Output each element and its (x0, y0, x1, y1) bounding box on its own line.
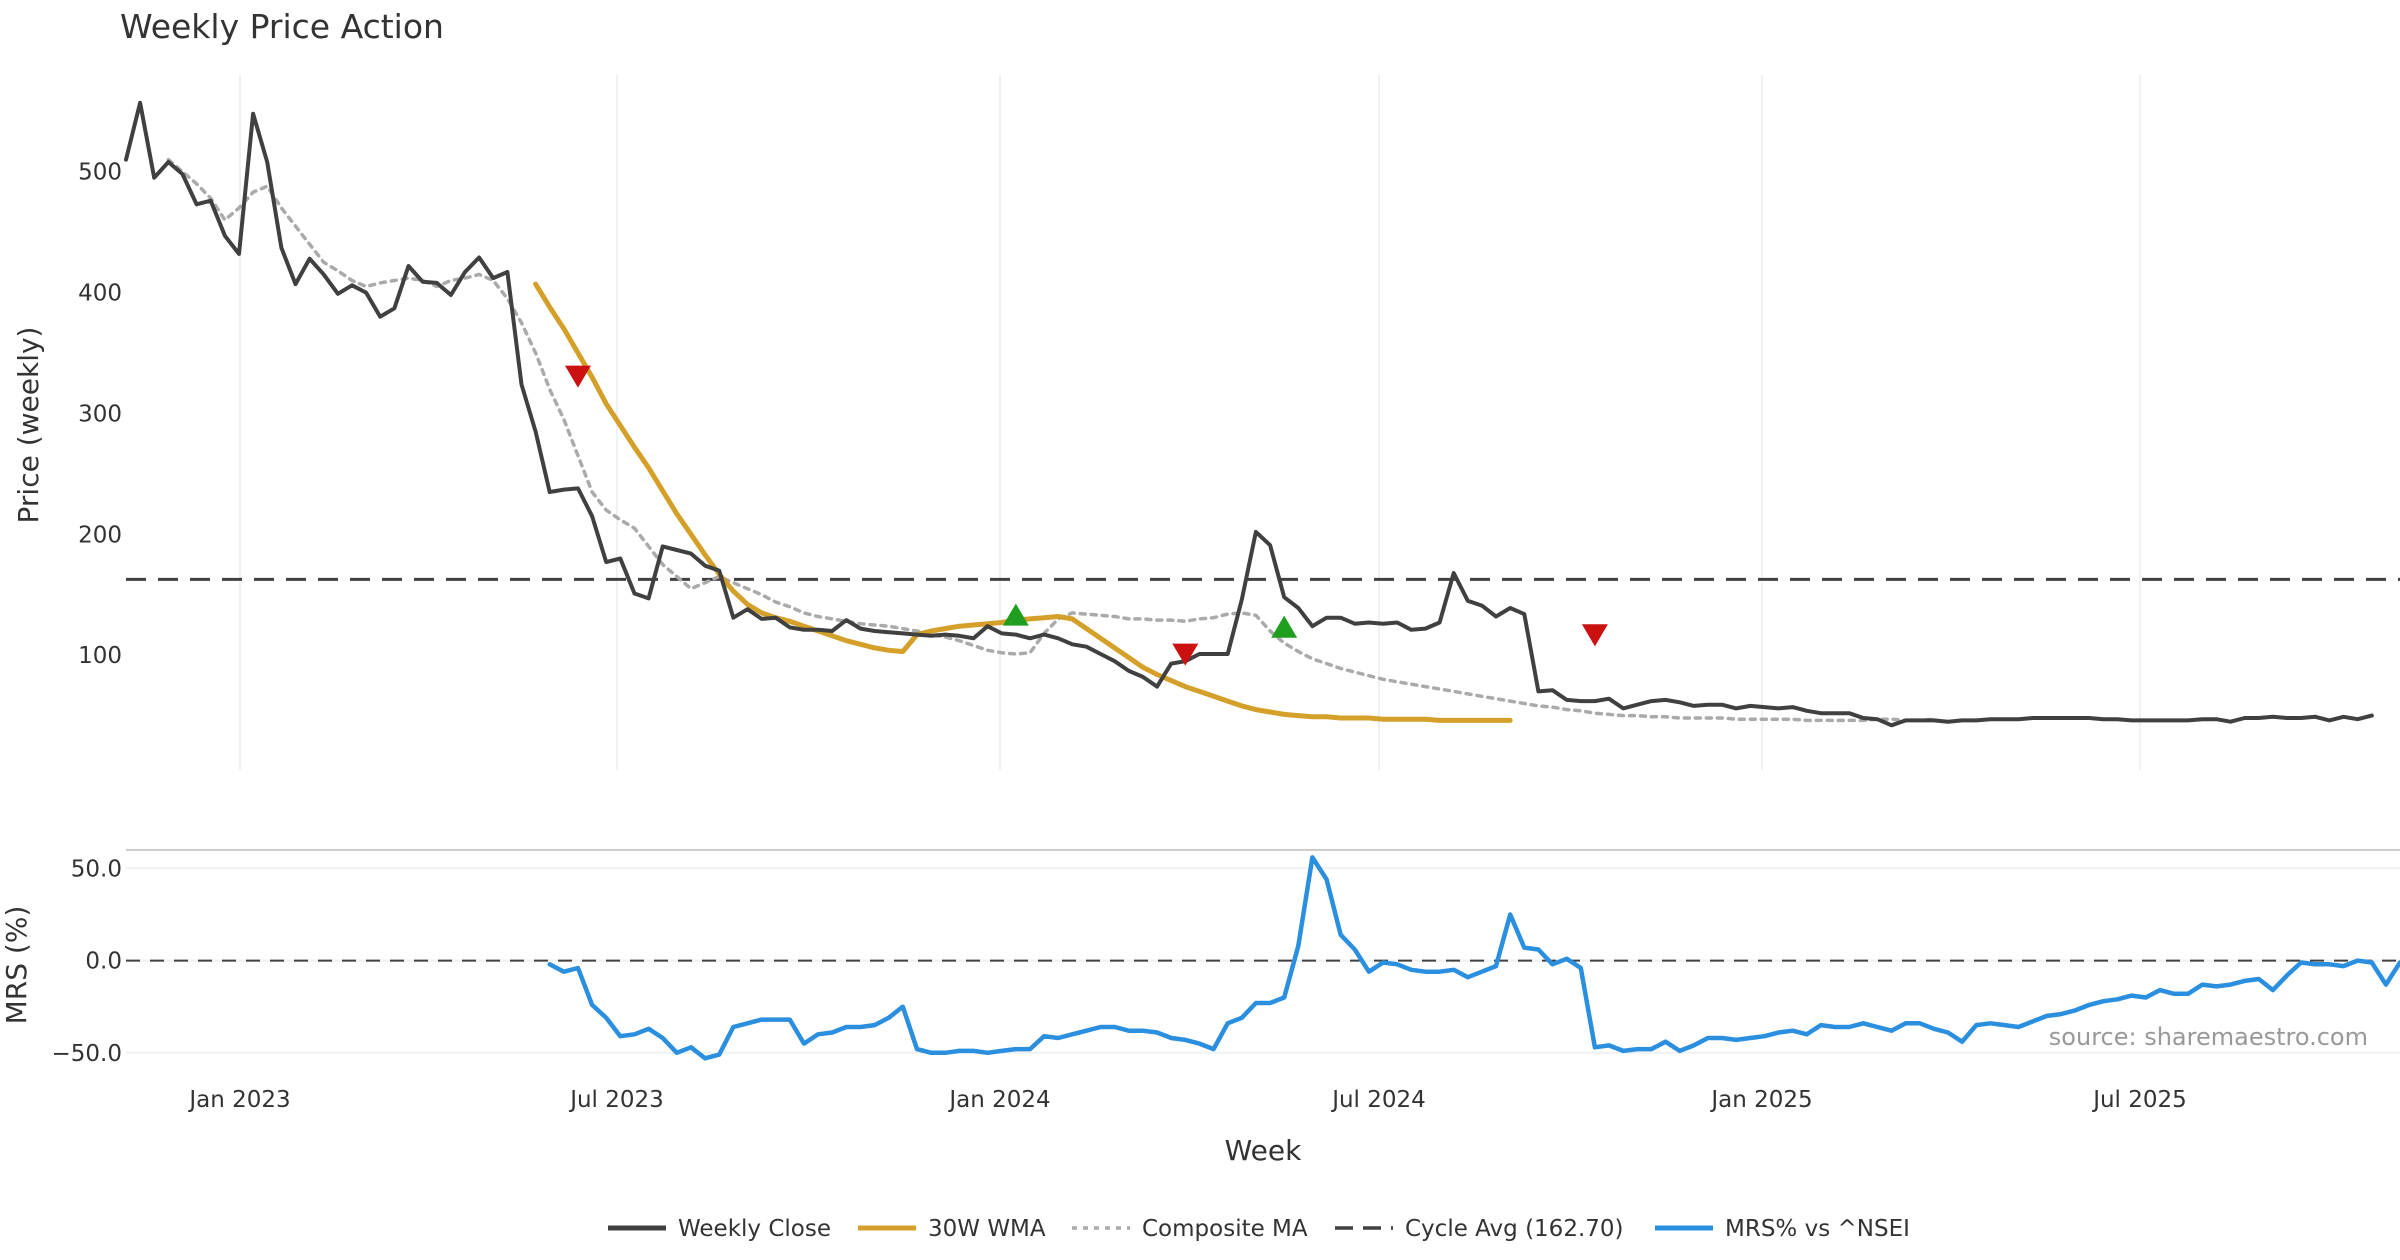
legend-label: 30W WMA (928, 1216, 1046, 1242)
price-series (124, 100, 2374, 728)
legend-label: Cycle Avg (162.70) (1405, 1216, 1624, 1242)
buy-signal-marker (1002, 603, 1029, 626)
x-tick-label: Jul 2025 (2091, 1087, 2187, 1113)
signal-markers (564, 365, 1608, 666)
mrs-series (547, 855, 2400, 1061)
mrs-y-axis-label: MRS (%) (0, 906, 33, 1025)
price-y-tick-label: 400 (78, 281, 122, 307)
legend-label: MRS% vs ^NSEI (1725, 1216, 1910, 1242)
sell-signal-marker (564, 365, 591, 388)
sell-signal-marker (1172, 643, 1199, 666)
x-tick-label: Jan 2025 (1709, 1087, 1812, 1113)
x-axis-ticks: Jan 2023 Jul 2023 Jan 2024 Jul 2024 Jan 2025… (187, 1087, 2186, 1113)
x-tick-label: Jan 2023 (187, 1087, 290, 1113)
legend-label: Weekly Close (678, 1216, 831, 1242)
mrs-panel: 50.0 0.0 −50.0 (52, 849, 2400, 1067)
mrs-y-tick-label: 50.0 (71, 856, 122, 882)
source-note: source: sharemaestro.com (2049, 1023, 2368, 1051)
price-y-tick-label: 300 (78, 401, 122, 427)
x-tick-label: Jan 2024 (947, 1087, 1050, 1113)
price-y-axis-label: Price (weekly) (12, 327, 45, 524)
x-tick-label: Jul 2024 (1330, 1087, 1426, 1113)
sell-signal-marker (1581, 624, 1608, 647)
mrs-line (547, 855, 2400, 1061)
chart-legend: Weekly Close 30W WMA Composite MA Cycle Avg… (608, 1216, 1910, 1242)
x-axis-label: Week (1225, 1134, 1302, 1167)
weekly-close-line (124, 100, 2374, 728)
mrs-y-tick-label: 0.0 (85, 949, 122, 975)
price-y-tick-label: 500 (78, 160, 122, 186)
price-y-tick-label: 100 (78, 643, 122, 669)
chart-title: Weekly Price Action (120, 7, 444, 46)
mrs-y-tick-label: −50.0 (52, 1041, 122, 1067)
price-panel: 100 200 300 400 500 (78, 75, 2400, 770)
price-y-tick-label: 200 (78, 522, 122, 548)
price-gridlines (239, 75, 2141, 770)
price-y-ticks: 100 200 300 400 500 (78, 160, 122, 669)
composite-ma-line (166, 157, 1936, 723)
buy-signal-marker (1271, 615, 1298, 638)
x-tick-label: Jul 2023 (568, 1087, 664, 1113)
legend-label: Composite MA (1142, 1216, 1308, 1242)
mrs-y-ticks: 50.0 0.0 −50.0 (52, 856, 122, 1066)
